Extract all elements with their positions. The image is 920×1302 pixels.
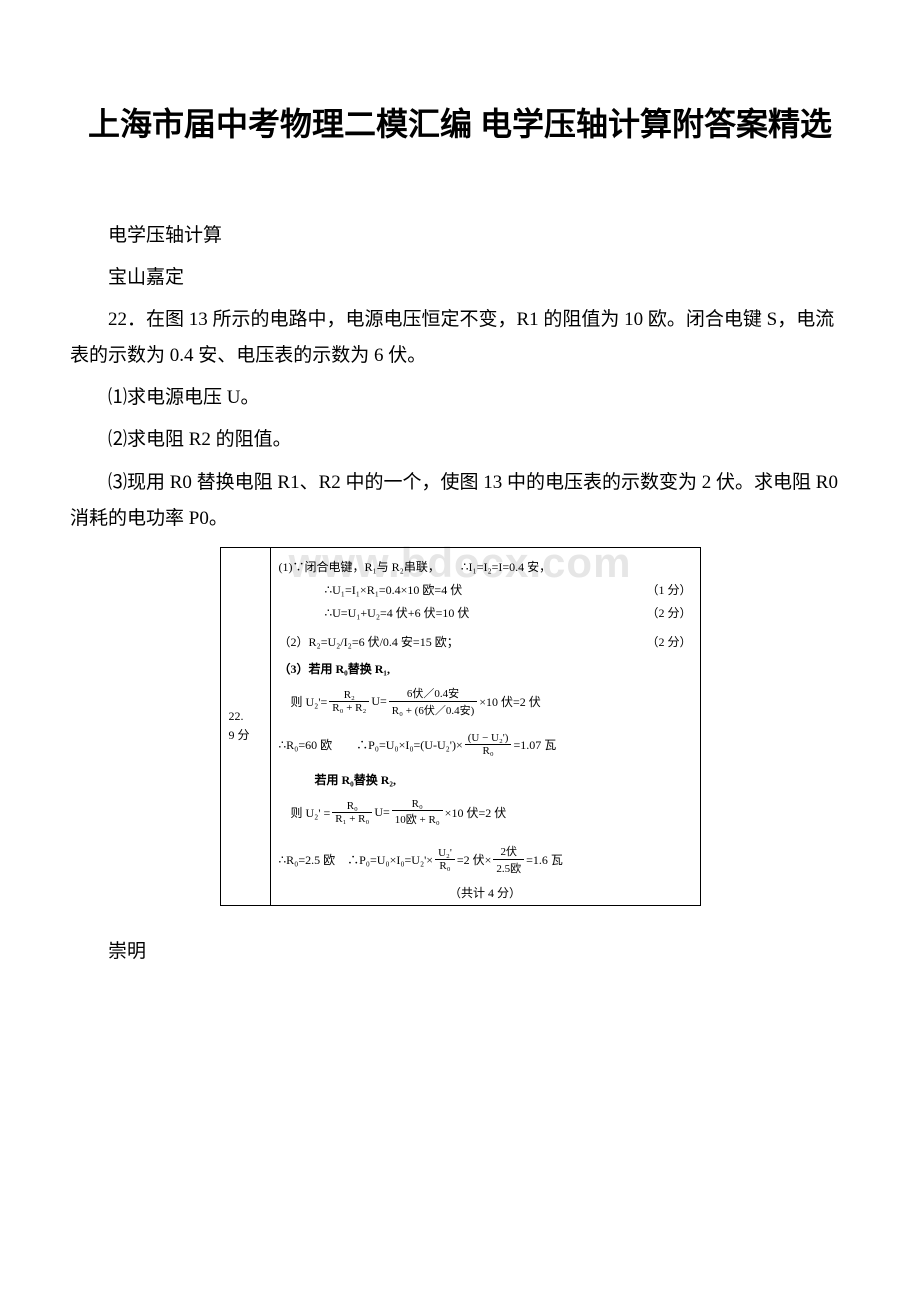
- fraction: 2伏 2.5欧: [493, 843, 524, 876]
- formula-text: ∴R₀=60 欧 ∴P₀=U₀×I₀=(U-U₂')×: [279, 736, 463, 753]
- formula-row: ∴R₀=60 欧 ∴P₀=U₀×I₀=(U-U₂')× (U − U₂') R₀…: [279, 732, 692, 757]
- paragraph-1: 电学压轴计算: [70, 218, 850, 254]
- frac-num: R₀: [332, 800, 372, 813]
- question-number: 22.: [229, 709, 244, 723]
- table-right-cell: (1)∵闭合电键，R₁与 R₂串联， ∴I₁=I₂=I=0.4 安， ∴U₁=I…: [270, 547, 700, 905]
- frac-num: (U − U₂'): [465, 732, 512, 745]
- frac-den: R₀: [465, 745, 512, 757]
- sol-row: (1)∵闭合电键，R₁与 R₂串联， ∴I₁=I₂=I=0.4 安，: [279, 558, 692, 575]
- sol-row: ∴U₁=I₁×R₁=0.4×10 欧=4 伏 （1 分）: [279, 581, 692, 598]
- formula-row: ∴R₀=2.5 欧 ∴P₀=U₀×I₀=U₂'× U₂' R₀ =2 伏× 2伏…: [279, 843, 692, 876]
- fraction: R₂ R₀ + R₂: [329, 689, 369, 714]
- paragraph-3: 22．在图 13 所示的电路中，电源电压恒定不变，R1 的阻值为 10 欧。闭合…: [70, 302, 850, 374]
- sol-score: （1 分）: [646, 581, 691, 598]
- frac-den: R₁ + R₀: [332, 813, 372, 825]
- table-left-cell: 22. 9 分: [220, 547, 270, 905]
- formula-text: =1.07 瓦: [513, 736, 556, 753]
- sol-score: （2 分）: [646, 633, 691, 650]
- sol-text: （2）R₂=U₂/I₂=6 伏/0.4 安=15 欧；: [279, 633, 459, 650]
- fraction: R₀ R₁ + R₀: [332, 800, 372, 825]
- frac-num: 2伏: [493, 843, 524, 860]
- frac-num: R₀: [392, 798, 443, 811]
- paragraph-6: ⑶现用 R0 替换电阻 R1、R2 中的一个，使图 13 中的电压表的示数变为 …: [70, 465, 850, 537]
- sol-text: (1)∵闭合电键，R₁与 R₂串联，: [279, 560, 440, 574]
- fraction: (U − U₂') R₀: [465, 732, 512, 757]
- sol-row: （2）R₂=U₂/I₂=6 伏/0.4 安=15 欧； （2 分）: [279, 633, 692, 650]
- paragraph-5: ⑵求电阻 R2 的阻值。: [70, 422, 850, 458]
- page-title: 上海市届中考物理二模汇编 电学压轴计算附答案精选: [70, 100, 850, 148]
- paragraph-4: ⑴求电源电压 U。: [70, 380, 850, 416]
- formula-text: ×10 伏=2 伏: [479, 693, 541, 710]
- solution-container: www.bdocx.com 22. 9 分 (1)∵闭合电键，R₁与 R₂串联，…: [70, 547, 850, 906]
- formula-text: ×10 伏=2 伏: [445, 804, 507, 821]
- fraction: 6伏／0.4安 R₀ + (6伏／0.4安): [389, 685, 477, 718]
- formula-text: U=: [374, 805, 389, 820]
- formula-row: 则 U₂'= R₂ R₀ + R₂ U= 6伏／0.4安 R₀ + (6伏／0.…: [291, 685, 692, 718]
- sol-text: ∴U₁=I₁×R₁=0.4×10 欧=4 伏: [325, 581, 463, 598]
- total-score: （共计 4 分）: [279, 884, 692, 901]
- formula-text: =2 伏×: [457, 851, 492, 868]
- formula-text: 则 U₂'=: [291, 693, 328, 710]
- paragraph-2: 宝山嘉定: [70, 260, 850, 296]
- formula-text: 则 U₂' =: [291, 804, 331, 821]
- frac-num: U₂': [435, 847, 455, 860]
- sol-bold-row: （3）若用 R₀替换 R₁,: [279, 660, 692, 677]
- formula-text: U=: [371, 694, 386, 709]
- solution-table: 22. 9 分 (1)∵闭合电键，R₁与 R₂串联， ∴I₁=I₂=I=0.4 …: [220, 547, 701, 906]
- frac-den: R₀: [435, 860, 455, 872]
- frac-num: R₂: [329, 689, 369, 702]
- frac-den: R₀ + R₂: [329, 702, 369, 714]
- sol-row: ∴U=U₁+U₂=4 伏+6 伏=10 伏 （2 分）: [279, 604, 692, 621]
- formula-text: =1.6 瓦: [526, 851, 563, 868]
- sol-text: ∴U=U₁+U₂=4 伏+6 伏=10 伏: [325, 604, 470, 621]
- sol-bold-row: 若用 R₀替换 R₂,: [315, 771, 692, 788]
- sol-text: ∴I₁=I₂=I=0.4 安，: [461, 560, 551, 574]
- frac-den: 2.5欧: [493, 860, 524, 876]
- footer-text: 崇明: [70, 936, 850, 963]
- formula-row: 则 U₂' = R₀ R₁ + R₀ U= R₀ 10欧 + R₀ ×10 伏=…: [291, 798, 692, 827]
- frac-num: 6伏／0.4安: [389, 685, 477, 702]
- formula-text: ∴R₀=2.5 欧 ∴P₀=U₀×I₀=U₂'×: [279, 851, 434, 868]
- question-points: 9 分: [229, 728, 250, 742]
- fraction: R₀ 10欧 + R₀: [392, 798, 443, 827]
- frac-den: 10欧 + R₀: [392, 811, 443, 827]
- frac-den: R₀ + (6伏／0.4安): [389, 702, 477, 718]
- sol-score: （2 分）: [646, 604, 691, 621]
- fraction: U₂' R₀: [435, 847, 455, 872]
